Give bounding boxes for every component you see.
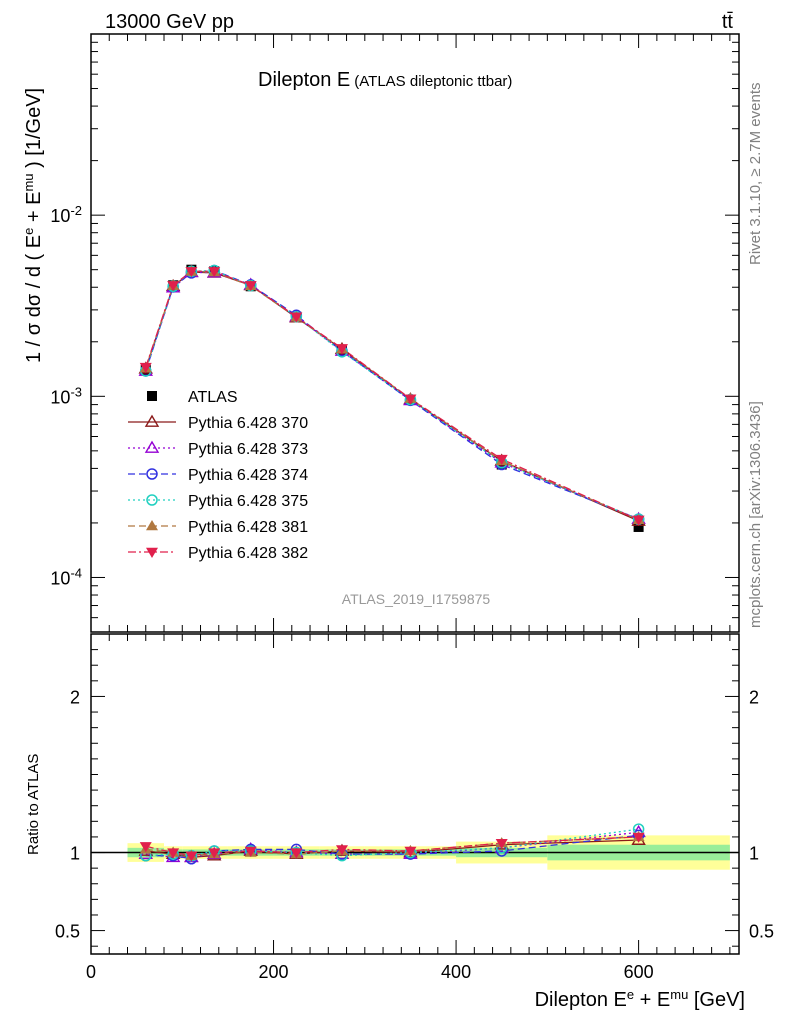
process-label: tt̄ — [722, 11, 734, 33]
legend-marker — [146, 468, 158, 480]
y-tick-label: 10-3 — [50, 384, 82, 408]
ratio-y-tick-label: 2 — [70, 687, 80, 707]
x-axis-label: Dilepton Ee + Emu [GeV] — [535, 987, 745, 1012]
series-line — [145, 269, 639, 520]
ratio-y-tick-label: 0.5 — [55, 922, 80, 942]
ratio-frame — [90, 633, 740, 955]
data-point — [632, 515, 645, 526]
y-tick-label: 10-4 — [50, 565, 82, 589]
legend-marker — [144, 440, 160, 453]
ratio-y-label: Ratio to ATLAS — [25, 754, 42, 855]
legend-marker — [146, 494, 158, 506]
ratio-point — [185, 851, 198, 862]
data-point — [404, 394, 417, 405]
main-panel: 10-2 10-3 10-4 Dilepton E (ATLAS dileptonic… — [50, 33, 740, 633]
data-point — [335, 344, 348, 355]
ratio-point — [208, 848, 221, 859]
legend-marker — [147, 391, 157, 401]
ratio-point — [139, 842, 152, 853]
series-line — [145, 270, 639, 521]
data-point — [139, 362, 152, 374]
ratio-point — [335, 845, 348, 856]
ratio-point — [244, 846, 257, 857]
data-point — [185, 267, 198, 278]
legend: ATLAS Pythia 6.428 370 Pythia 6.428 373 Pyt… — [128, 389, 308, 562]
source-label: mcplots.cern.ch [arXiv:1306.3436] — [747, 401, 764, 628]
ratio-y-tick-label-right: 0.5 — [749, 922, 774, 942]
x-tick-label: 200 — [259, 962, 289, 982]
ratio-y-tick-label-right: 1 — [749, 844, 759, 864]
ratio-panel: 2 2 1 1 0.5 0.5 0 200 400 600 — [55, 633, 774, 982]
analysis-label: ATLAS_2019_I1759875 — [342, 591, 491, 607]
legend-label: Pythia 6.428 373 — [188, 441, 308, 458]
ratio-point — [495, 838, 508, 850]
legend-label: Pythia 6.428 375 — [188, 493, 308, 510]
x-tick-label: 400 — [441, 962, 471, 982]
rivet-label: Rivet 3.1.10, ≥ 2.7M events — [747, 83, 764, 266]
legend-marker — [146, 547, 158, 558]
legend-marker — [146, 520, 158, 531]
ratio-y-tick-label-right: 2 — [749, 687, 759, 707]
data-point — [167, 281, 180, 292]
data-point — [208, 267, 221, 278]
chart-subtitle: (ATLAS dileptonic ttbar) — [354, 73, 512, 90]
ratio-point — [167, 848, 180, 859]
main-axis-ticks: 10-2 10-3 10-4 — [50, 33, 739, 633]
energy-label: 13000 GeV pp — [105, 11, 234, 33]
legend-label: Pythia 6.428 370 — [188, 415, 308, 432]
ratio-point — [632, 832, 645, 843]
ratio-line — [145, 839, 639, 858]
legend-label: Pythia 6.428 381 — [188, 519, 308, 536]
legend-label: Pythia 6.428 382 — [188, 545, 308, 562]
ratio-point — [404, 846, 417, 857]
ratio-line — [145, 828, 639, 857]
data-point — [244, 281, 257, 292]
data-point — [495, 454, 508, 466]
legend-marker — [144, 414, 160, 427]
x-tick-label: 0 — [86, 962, 96, 982]
main-y-label: 1 / σ dσ / d ( Ee + Emu ) [1/GeV] — [21, 88, 46, 363]
main-series — [138, 264, 646, 532]
y-tick-label: 10-2 — [50, 203, 82, 227]
legend-label: ATLAS — [188, 389, 238, 406]
ratio-axis-ticks: 2 2 1 1 0.5 0.5 0 200 400 600 — [55, 634, 774, 982]
ratio-y-tick-label: 1 — [70, 844, 80, 864]
legend-label: Pythia 6.428 374 — [188, 467, 308, 484]
ratio-point — [290, 848, 303, 859]
main-frame — [90, 33, 740, 633]
ratio-line — [145, 836, 639, 857]
data-point — [290, 312, 303, 323]
data-point — [633, 521, 644, 532]
x-tick-label: 600 — [624, 962, 654, 982]
ratio-line — [145, 834, 639, 860]
ratio-series — [138, 823, 646, 865]
chart-title: Dilepton E (ATLAS dileptonic ttbar) — [258, 69, 512, 91]
